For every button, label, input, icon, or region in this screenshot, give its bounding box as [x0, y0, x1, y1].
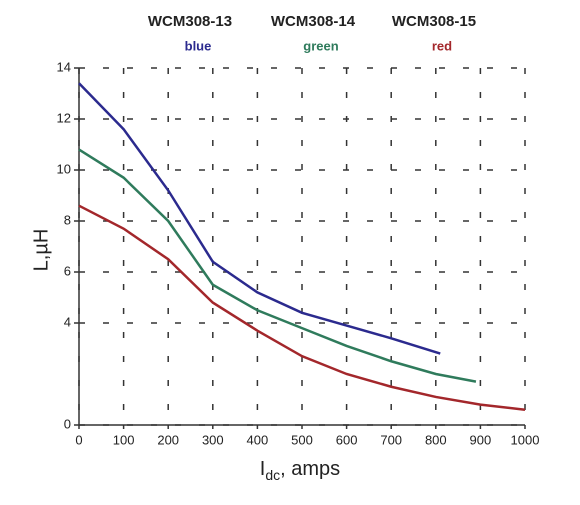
x-axis-title: Idc, amps: [260, 458, 340, 482]
series-line: [78, 148, 477, 383]
x-tick-label: 0: [75, 432, 82, 447]
y-tick-label: 6: [64, 263, 71, 278]
x-axis-title-sub: dc: [265, 467, 280, 483]
y-tick-label: 12: [57, 110, 71, 125]
legend-color: blue: [185, 38, 212, 53]
x-axis-title-main: I: [260, 458, 266, 480]
y-tick-label: 4: [64, 314, 71, 329]
y-axis-title: L,µH: [30, 229, 52, 272]
x-tick-label: 800: [425, 432, 447, 447]
legend-name: WCM308-13: [148, 13, 232, 30]
legend-name: WCM308-15: [392, 13, 476, 30]
x-tick-label: 1000: [511, 432, 540, 447]
x-tick-label: 500: [291, 432, 313, 447]
x-tick-label: 600: [336, 432, 358, 447]
legend-color: green: [303, 38, 338, 53]
x-tick-label: 300: [202, 432, 224, 447]
x-tick-label: 200: [157, 432, 179, 447]
x-tick-label: 400: [247, 432, 269, 447]
series-line: [78, 204, 526, 411]
series-line: [78, 82, 441, 355]
x-tick-label: 900: [470, 432, 492, 447]
y-tick-label: 14: [57, 59, 71, 74]
y-tick-label: 10: [57, 161, 71, 176]
legend-color: red: [432, 38, 452, 53]
legend-name: WCM308-14: [271, 13, 356, 30]
y-tick-label: 8: [64, 212, 71, 227]
x-axis-title-rest: , amps: [280, 458, 340, 480]
y-tick-label: 0: [64, 416, 71, 431]
x-tick-label: 700: [380, 432, 402, 447]
x-tick-label: 100: [113, 432, 135, 447]
